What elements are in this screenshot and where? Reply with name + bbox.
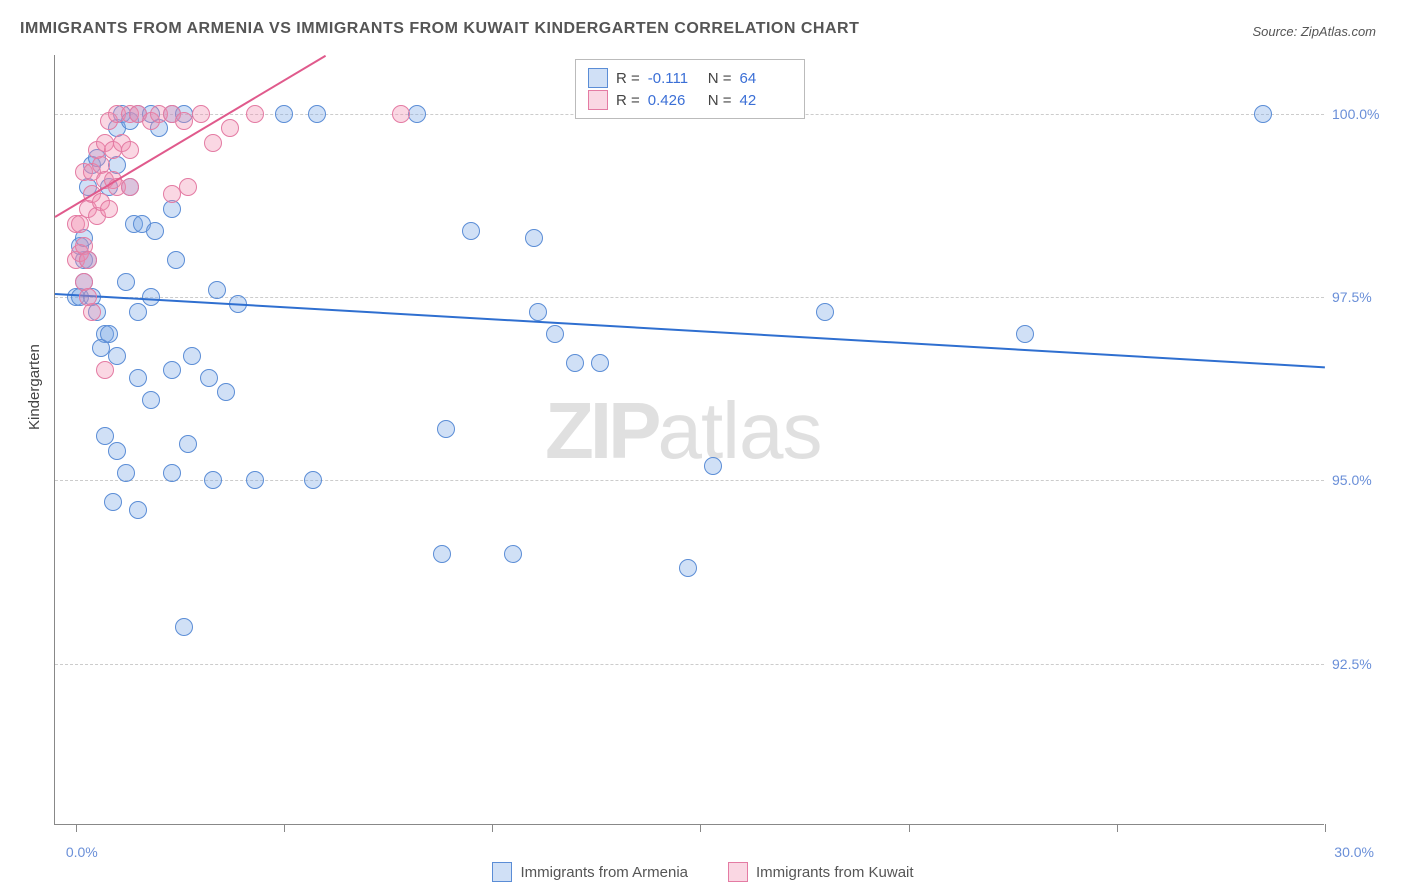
data-point (462, 222, 480, 240)
data-point (96, 427, 114, 445)
data-point (146, 222, 164, 240)
legend-label: Immigrants from Armenia (520, 864, 688, 881)
data-point (117, 464, 135, 482)
data-point (704, 457, 722, 475)
y-tick-label: 97.5% (1332, 289, 1392, 305)
data-point (200, 369, 218, 387)
data-point (208, 281, 226, 299)
gridline (55, 297, 1324, 298)
x-tick (284, 824, 285, 832)
data-point (163, 185, 181, 203)
data-point (192, 105, 210, 123)
data-point (100, 200, 118, 218)
legend-bottom: Immigrants from Armenia Immigrants from … (0, 862, 1406, 882)
data-point (175, 618, 193, 636)
data-point (142, 391, 160, 409)
data-point (816, 303, 834, 321)
y-tick-label: 92.5% (1332, 656, 1392, 672)
legend-swatch (588, 90, 608, 110)
source-attribution: Source: ZipAtlas.com (1252, 24, 1376, 39)
data-point (108, 442, 126, 460)
x-tick (492, 824, 493, 832)
data-point (304, 471, 322, 489)
data-point (1254, 105, 1272, 123)
data-point (104, 493, 122, 511)
data-point (408, 105, 426, 123)
data-point (96, 361, 114, 379)
legend-r-label: R = (616, 92, 640, 109)
x-axis-end-label: 30.0% (1334, 844, 1374, 860)
x-tick (1117, 824, 1118, 832)
data-point (79, 251, 97, 269)
legend-n-label: N = (708, 92, 732, 109)
watermark: ZIPatlas (545, 385, 821, 477)
data-point (525, 229, 543, 247)
gridline (55, 664, 1324, 665)
legend-label: Immigrants from Kuwait (756, 864, 914, 881)
x-tick (1325, 824, 1326, 832)
data-point (183, 347, 201, 365)
legend-swatch (728, 862, 748, 882)
legend-item-armenia: Immigrants from Armenia (492, 862, 688, 882)
data-point (437, 420, 455, 438)
data-point (167, 251, 185, 269)
data-point (275, 105, 293, 123)
y-tick-label: 100.0% (1332, 106, 1392, 122)
data-point (142, 288, 160, 306)
data-point (179, 435, 197, 453)
data-point (100, 325, 118, 343)
legend-item-kuwait: Immigrants from Kuwait (728, 862, 914, 882)
x-axis-start-label: 0.0% (66, 844, 98, 860)
data-point (179, 178, 197, 196)
data-point (163, 464, 181, 482)
trend-line (55, 293, 1325, 368)
data-point (204, 471, 222, 489)
x-tick (909, 824, 910, 832)
data-point (79, 288, 97, 306)
data-point (392, 105, 410, 123)
legend-row: R = 0.426 N = 42 (588, 90, 792, 110)
data-point (117, 273, 135, 291)
data-point (204, 134, 222, 152)
data-point (129, 369, 147, 387)
data-point (246, 471, 264, 489)
chart-plot-area: ZIPatlas 92.5%95.0%97.5%100.0%0.0%30.0%R… (54, 55, 1324, 825)
data-point (129, 501, 147, 519)
data-point (221, 119, 239, 137)
legend-r-value: 0.426 (648, 92, 700, 109)
data-point (129, 303, 147, 321)
data-point (121, 178, 139, 196)
legend-r-label: R = (616, 70, 640, 87)
data-point (591, 354, 609, 372)
data-point (108, 347, 126, 365)
legend-correlation-box: R = -0.111 N = 64 R = 0.426 N = 42 (575, 59, 805, 119)
data-point (433, 545, 451, 563)
legend-swatch (588, 68, 608, 88)
legend-swatch (492, 862, 512, 882)
data-point (679, 559, 697, 577)
data-point (217, 383, 235, 401)
legend-row: R = -0.111 N = 64 (588, 68, 792, 88)
legend-r-value: -0.111 (648, 70, 700, 87)
legend-n-label: N = (708, 70, 732, 87)
data-point (308, 105, 326, 123)
y-tick-label: 95.0% (1332, 472, 1392, 488)
data-point (175, 112, 193, 130)
data-point (529, 303, 547, 321)
x-tick (76, 824, 77, 832)
legend-n-value: 42 (740, 92, 792, 109)
x-tick (700, 824, 701, 832)
data-point (566, 354, 584, 372)
data-point (1016, 325, 1034, 343)
data-point (504, 545, 522, 563)
data-point (546, 325, 564, 343)
data-point (121, 141, 139, 159)
y-axis-label: Kindergarten (26, 344, 43, 430)
chart-title: IMMIGRANTS FROM ARMENIA VS IMMIGRANTS FR… (20, 20, 859, 38)
data-point (246, 105, 264, 123)
data-point (163, 361, 181, 379)
legend-n-value: 64 (740, 70, 792, 87)
